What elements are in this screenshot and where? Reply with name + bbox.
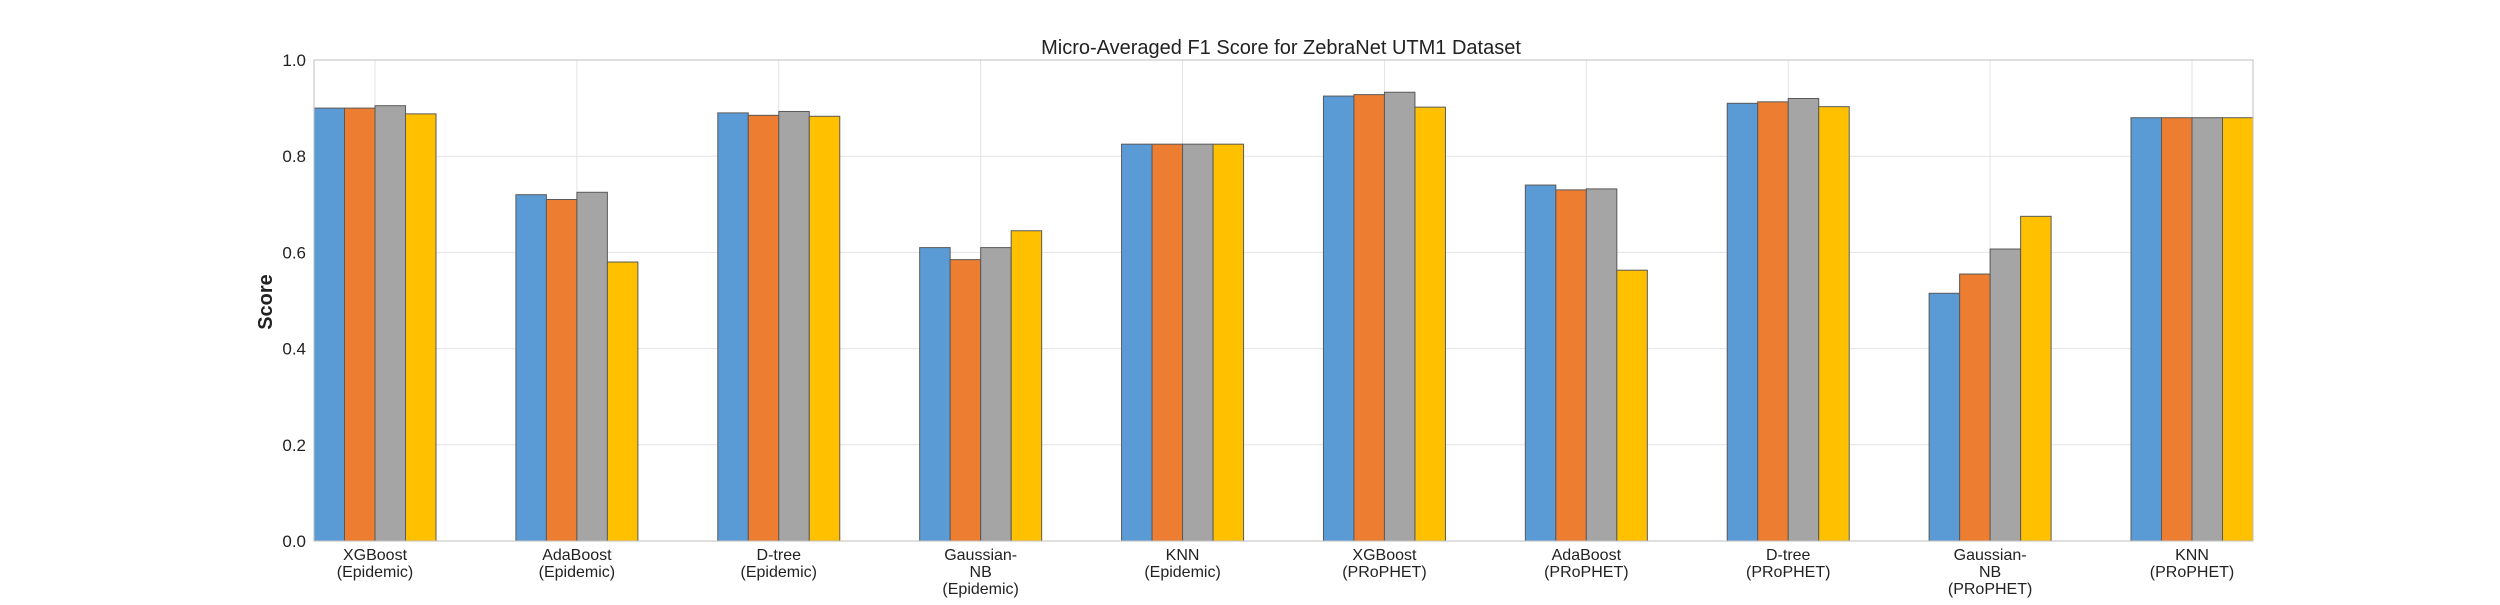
bar <box>1818 106 1850 542</box>
bar <box>2130 117 2162 542</box>
x-tick-label-line: Gaussian- <box>944 547 1017 564</box>
bar <box>1524 184 1557 542</box>
bar <box>747 114 780 542</box>
bar <box>1121 143 1153 542</box>
bar <box>1414 106 1446 542</box>
bar <box>1182 143 1214 542</box>
x-tick-label-line: (Epidemic) <box>1144 564 1220 581</box>
bar <box>1726 102 1759 542</box>
bar <box>1010 230 1043 542</box>
bar <box>1928 292 1961 542</box>
bar <box>606 261 639 542</box>
bar <box>1757 101 1789 542</box>
bar <box>1212 143 1245 542</box>
x-tick-label-line: KNN <box>2175 547 2209 564</box>
x-tick-label-line: AdaBoost <box>1552 547 1622 564</box>
x-tick-label-line: AdaBoost <box>542 547 612 564</box>
x-tick-label: AdaBoost (PRoPHET) <box>1544 547 1628 581</box>
bar <box>1959 273 1991 542</box>
y-tick-label: 0.0 <box>282 532 306 551</box>
x-tick-label-line: NB <box>1979 564 2001 581</box>
bar <box>515 194 547 542</box>
x-tick-label-line: (Epidemic) <box>337 564 413 581</box>
x-tick-label-line: (Epidemic) <box>539 564 615 581</box>
x-tick-label-line: (PRoPHET) <box>1544 564 1628 581</box>
y-tick-label: 0.8 <box>282 147 306 166</box>
plot-frame <box>313 59 2254 542</box>
x-tick-label: KNN (PRoPHET) <box>2150 547 2234 581</box>
x-tick-label-line: Gaussian- <box>1954 547 2027 564</box>
bar <box>2222 117 2254 542</box>
bar <box>1383 91 1416 542</box>
y-tick-label: 0.2 <box>282 436 306 455</box>
y-tick-label: 1.0 <box>282 51 306 70</box>
x-tick-label-line: KNN <box>1166 547 1200 564</box>
bar <box>1787 97 1820 542</box>
x-tick-label-line: XGBoost <box>1352 547 1417 564</box>
tick-layer: 0.0 0.2 0.4 0.6 0.8 1.0 <box>282 51 306 551</box>
category-labels: XGBoost (Epidemic)AdaBoost (Epidemic)D-tre… <box>337 547 2234 598</box>
bar <box>2020 215 2052 542</box>
x-tick-label-line: XGBoost <box>343 547 408 564</box>
x-tick-label: Gaussian-NB (PRoPHET) <box>1948 547 2032 598</box>
x-tick-label-line: (Epidemic) <box>942 581 1018 598</box>
bar <box>374 105 406 542</box>
x-tick-label-line: (PRoPHET) <box>1948 581 2032 598</box>
bar <box>1585 188 1618 542</box>
bar <box>2191 117 2223 542</box>
bar <box>576 191 608 542</box>
y-tick-label: 0.6 <box>282 243 306 262</box>
bar <box>1353 94 1385 542</box>
x-tick-label-line: (PRoPHET) <box>1342 564 1426 581</box>
bar <box>919 247 951 542</box>
y-tick-label: 0.4 <box>282 340 306 359</box>
x-tick-label: KNN (Epidemic) <box>1144 547 1220 581</box>
bar <box>1555 189 1587 542</box>
bar <box>1616 269 1648 542</box>
bar <box>313 107 345 542</box>
x-tick-label: D-tree (Epidemic) <box>741 547 817 581</box>
bar <box>808 115 841 542</box>
x-tick-label: AdaBoost (Epidemic) <box>539 547 615 581</box>
x-tick-label: D-tree (PRoPHET) <box>1746 547 1830 581</box>
x-tick-label-line: (PRoPHET) <box>1746 564 1830 581</box>
bar <box>949 259 982 542</box>
x-tick-label-line: D-tree <box>1766 547 1811 564</box>
x-tick-label: XGBoost (Epidemic) <box>337 547 413 581</box>
bar <box>344 107 376 542</box>
bar <box>405 113 437 542</box>
bar <box>980 247 1012 542</box>
x-tick-label-line: (Epidemic) <box>741 564 817 581</box>
y-axis-label: Score <box>255 274 277 330</box>
bar <box>1151 143 1184 542</box>
x-tick-label-line: D-tree <box>757 547 802 564</box>
bar <box>1989 248 2022 542</box>
x-tick-label: Gaussian-NB (Epidemic) <box>942 547 1018 598</box>
x-tick-label: XGBoost (PRoPHET) <box>1342 547 1426 581</box>
x-tick-label-line: NB <box>970 564 992 581</box>
bar <box>1322 95 1355 542</box>
bar <box>778 110 810 542</box>
bar <box>717 112 749 542</box>
bar <box>545 198 578 542</box>
bars-layer <box>313 91 2254 542</box>
chart-title: Micro-Averaged F1 Score for ZebraNet UTM… <box>1041 37 1521 59</box>
x-tick-label-line: (PRoPHET) <box>2150 564 2234 581</box>
bar <box>2161 117 2193 542</box>
